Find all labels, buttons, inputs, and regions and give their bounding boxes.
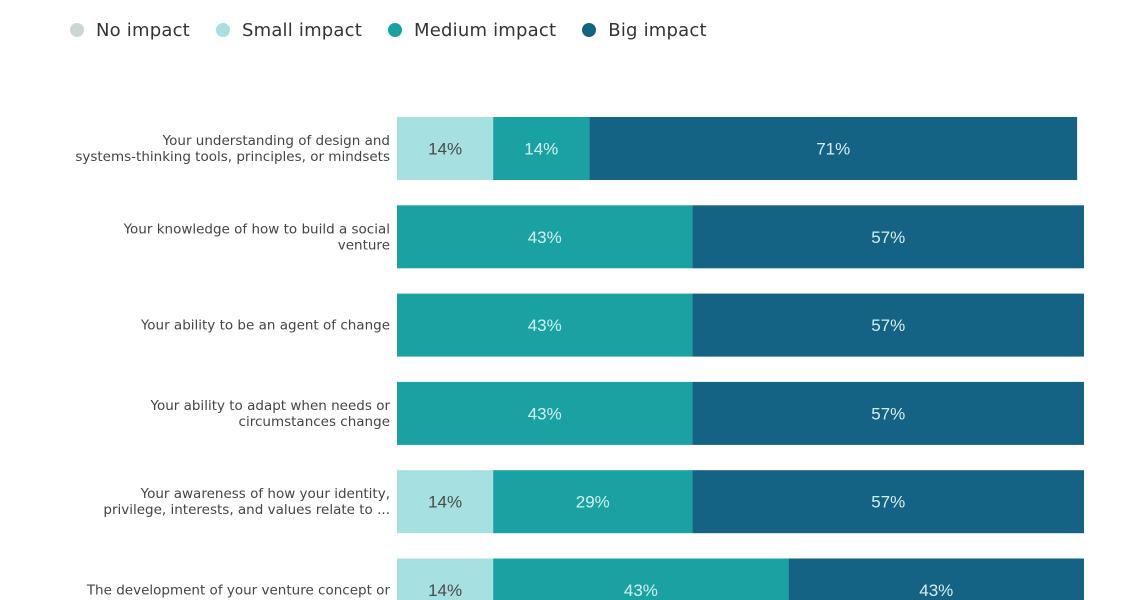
data-label: 57% xyxy=(871,316,905,335)
legend-label: Medium impact xyxy=(414,19,557,41)
data-label: 43% xyxy=(528,404,562,423)
category-label: Your ability to be an agent of change xyxy=(140,318,390,334)
data-label: 43% xyxy=(528,316,562,335)
bar-segment[interactable] xyxy=(397,205,693,269)
data-label: 43% xyxy=(624,581,658,600)
bar-row: Your understanding of design and systems-… xyxy=(75,117,1078,180)
legend-item[interactable]: No impact xyxy=(70,20,190,41)
data-label: 57% xyxy=(871,493,905,512)
bar-segment[interactable] xyxy=(692,205,1084,269)
bar-row: Your knowledge of how to build a social v… xyxy=(123,205,1084,269)
category-label: Your understanding of design and systems-… xyxy=(75,133,390,165)
legend-label: Big impact xyxy=(608,19,707,41)
category-label: Your awareness of how your identity, priv… xyxy=(103,486,390,518)
legend-label: Small impact xyxy=(241,19,363,41)
bar-segment[interactable] xyxy=(493,117,590,180)
bar-row: Your ability to be an agent of change 43%… xyxy=(140,293,1084,357)
legend-item[interactable]: Big impact xyxy=(582,19,707,41)
bar-segment[interactable] xyxy=(692,470,1084,534)
bar-segment[interactable] xyxy=(397,381,693,445)
bar-segment[interactable] xyxy=(493,558,789,600)
legend-item[interactable]: Medium impact xyxy=(388,20,556,41)
bar-segment[interactable] xyxy=(589,117,1078,180)
bar-segment[interactable] xyxy=(692,381,1084,445)
bar-row: Your ability to adapt when needs or circu… xyxy=(149,381,1084,445)
legend-swatch xyxy=(215,23,230,37)
data-label: 14% xyxy=(428,140,462,159)
bar-segment[interactable] xyxy=(397,117,494,180)
data-label: 43% xyxy=(528,228,562,247)
category-label: Your ability to adapt when needs or circu… xyxy=(149,398,390,430)
data-label: 14% xyxy=(428,581,462,600)
data-label: 14% xyxy=(428,493,462,512)
data-label: 57% xyxy=(871,228,905,247)
bar-row: The development of your venture concept … xyxy=(86,558,1084,600)
chart-legend: No impact Small impact Medium impact Big im… xyxy=(70,18,707,42)
data-label: 14% xyxy=(524,140,558,159)
data-label: 57% xyxy=(871,404,905,423)
legend-item[interactable]: Small impact xyxy=(215,19,363,41)
legend-swatch xyxy=(582,23,597,37)
legend-swatch xyxy=(70,23,84,37)
bar-segment[interactable] xyxy=(788,558,1084,600)
legend-label: No impact xyxy=(96,19,190,41)
data-label: 43% xyxy=(919,581,953,600)
category-label: Your knowledge of how to build a social v… xyxy=(123,221,390,253)
category-label: The development of your venture concept … xyxy=(86,583,391,599)
legend-swatch xyxy=(388,23,403,37)
bar-segment[interactable] xyxy=(397,470,494,534)
bar-segment[interactable] xyxy=(493,470,693,534)
bar-segment[interactable] xyxy=(397,293,693,357)
data-label: 71% xyxy=(816,140,850,159)
bar-segment[interactable] xyxy=(397,558,494,600)
bar-row: Your awareness of how your identity, priv… xyxy=(103,470,1084,534)
data-label: 29% xyxy=(576,493,610,512)
bar-segment[interactable] xyxy=(692,293,1084,357)
